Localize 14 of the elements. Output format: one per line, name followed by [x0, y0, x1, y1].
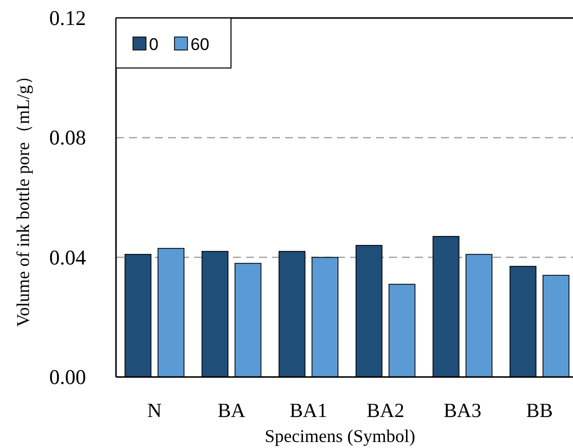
x-tick-label: BA — [218, 400, 246, 422]
x-tick-label: N — [147, 400, 162, 422]
y-tick-label: 0.08 — [49, 126, 86, 150]
x-tick-label: BA3 — [444, 400, 482, 422]
x-tick-label: BA1 — [290, 400, 328, 422]
x-axis-title: Specimens (Symbol) — [264, 426, 416, 446]
x-tick-label: BA2 — [366, 400, 404, 422]
legend-label: 0 — [149, 35, 158, 54]
legend-label: 60 — [190, 35, 210, 54]
y-tick-label: 0.12 — [49, 6, 86, 30]
x-tick-label: BB — [526, 400, 553, 422]
y-tick-label: 0.04 — [49, 245, 86, 270]
y-tick-label: 0.00 — [49, 365, 86, 389]
y-axis-title: Volume of ink bottle pore（mL/g） — [13, 67, 33, 327]
